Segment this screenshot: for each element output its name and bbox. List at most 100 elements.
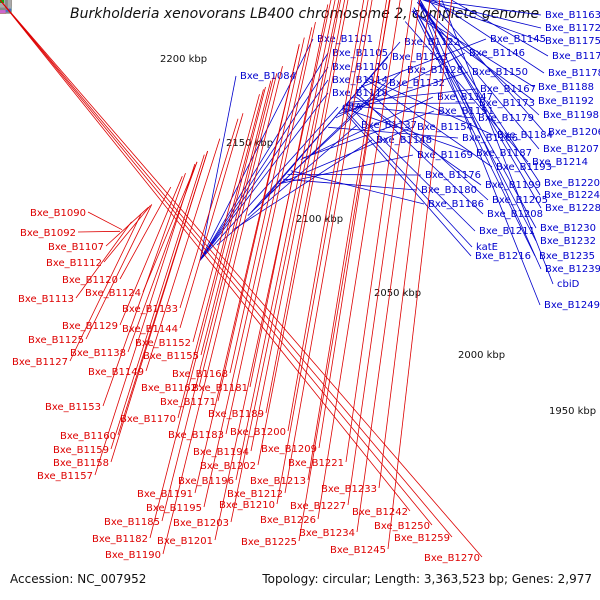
forward-leader-line [199, 38, 314, 261]
forward-leader-line [418, 0, 541, 184]
reverse-leader-line [229, 37, 305, 374]
forward-gene-label: katE [476, 242, 498, 253]
reverse-gene-label: Bxe_B1196 [178, 476, 234, 487]
reverse-gene-label: Bxe_B1170 [120, 414, 176, 425]
forward-leader-line [290, 170, 425, 205]
forward-leader-line [360, 84, 489, 201]
forward-gene-label: Bxe_B1208 [487, 209, 543, 220]
forward-gene-label: Bxe_B1249 [544, 300, 600, 311]
forward-gene-label: Bxe_B1169 [417, 150, 473, 161]
forward-gene-label: Bxe_B1184 [497, 130, 553, 141]
reverse-gene-label: Bxe_B1245 [330, 545, 386, 556]
forward-gene-label: Bxe_B1150 [472, 67, 528, 78]
reverse-leader-line [85, 204, 153, 340]
reverse-leader-line [119, 176, 183, 326]
forward-leader-line [426, 0, 542, 16]
reverse-gene-label: Bxe_B1153 [45, 402, 101, 413]
forward-gene-label: Bxe_B1214 [532, 157, 588, 168]
forward-gene-label: Bxe_B1172 [545, 23, 600, 34]
reverse-leader-line [200, 80, 272, 356]
reverse-gene-label: Bxe_B1120 [62, 275, 118, 286]
forward-gene-label: Bxe_B1151 [438, 106, 494, 117]
reverse-leader-line [105, 206, 149, 247]
forward-gene-label: Bxe_B1198 [543, 110, 599, 121]
reverse-leader-line [347, 0, 421, 506]
forward-gene-label: Bxe_B1167 [480, 84, 536, 95]
forward-gene-label: Bxe_B1180 [421, 185, 477, 196]
reverse-gene-label: Bxe_B1107 [48, 242, 104, 253]
reverse-gene-label: Bxe_B1183 [168, 430, 224, 441]
reverse-leader-line [179, 118, 239, 309]
forward-gene-label: Bxe_B1232 [540, 236, 596, 247]
forward-leader-line [428, 0, 545, 133]
forward-gene-label: Bxe_B1179 [478, 113, 534, 124]
reverse-gene-label: Bxe_B1160 [60, 431, 116, 442]
reverse-gene-label: Bxe_B1250 [374, 521, 430, 532]
reverse-gene-label: Bxe_B1181 [192, 383, 248, 394]
forward-gene-label: Bxe_B1216 [475, 251, 531, 262]
forward-gene-label: Bxe_B1177 [552, 51, 600, 62]
forward-leader-line [366, 77, 494, 136]
reverse-leader-line [145, 138, 221, 372]
reverse-gene-label: Bxe_B1155 [143, 351, 199, 362]
reverse-leader-line [69, 213, 142, 362]
reverse-leader-line [162, 66, 283, 555]
forward-gene-label: Bxe_B1114 [332, 75, 388, 86]
reverse-leader-line [225, 22, 316, 435]
forward-leader-line [199, 106, 339, 261]
reverse-gene-label: Bxe_B1158 [53, 458, 109, 469]
forward-leader-line [419, 0, 542, 270]
reverse-leader-line [250, 0, 341, 452]
forward-leader-line [345, 104, 475, 119]
reverse-leader-line [0, 0, 453, 538]
forward-leader-line [441, 0, 554, 285]
genome-summary-text: Topology: circular; Length: 3,363,523 bp… [262, 572, 592, 586]
reverse-gene-label: Bxe_B1210 [219, 500, 275, 511]
reverse-leader-line [307, 0, 388, 481]
forward-gene-label: Bxe_B1147 [437, 92, 493, 103]
reverse-gene-label: Bxe_B1194 [193, 447, 249, 458]
forward-gene-label: Bxe_B1239 [545, 264, 600, 275]
reverse-gene-label: Bxe_B1125 [28, 335, 84, 346]
reverse-gene-label: Bxe_B1221 [288, 458, 344, 469]
kbp-tick-label: 2200 kbp [160, 54, 207, 65]
reverse-leader-line [214, 0, 332, 541]
forward-leader-line [404, 21, 529, 163]
reverse-gene-label: Bxe_B1112 [46, 258, 102, 269]
forward-gene-label: Bxe_B1146 [469, 48, 525, 59]
forward-leader-line [365, 78, 493, 168]
reverse-leader-line [265, 0, 345, 414]
reverse-gene-label: Bxe_B1226 [260, 515, 316, 526]
forward-gene-label: Bxe_B1105 [332, 48, 388, 59]
forward-gene-label: Bxe_B1192 [538, 96, 594, 107]
reverse-gene-label: Bxe_B1090 [30, 208, 86, 219]
forward-gene-label: Bxe_B1118 [332, 88, 388, 99]
forward-leader-line [278, 154, 414, 185]
forward-leader-line [343, 107, 473, 154]
forward-gene-label: Bxe_B1193 [496, 162, 552, 173]
forward-gene-label: Bxe_B1132 [389, 78, 445, 89]
reverse-leader-line [276, 0, 369, 505]
reverse-leader-line [298, 0, 391, 542]
reverse-leader-line [378, 0, 441, 489]
forward-gene-label: Bxe_B1175 [545, 36, 600, 47]
reverse-leader-line [356, 0, 431, 533]
reverse-gene-label: Bxe_B1209 [261, 444, 317, 455]
forward-gene-label: Bxe_B1206 [548, 127, 600, 138]
forward-gene-label: Bxe_B1187 [476, 148, 532, 159]
forward-gene-label: Bxe_B1163 [545, 10, 600, 21]
reverse-leader-line [161, 77, 274, 522]
forward-leader-line [419, 0, 542, 209]
forward-leader-line [423, 0, 542, 29]
reverse-leader-line [194, 44, 300, 494]
forward-leader-line [422, 0, 542, 42]
reverse-gene-label: Bxe_B1233 [321, 484, 377, 495]
forward-leader-line [355, 92, 484, 215]
reverse-gene-label: Bxe_B1200 [230, 427, 286, 438]
forward-gene-label: Bxe_B1220 [544, 178, 600, 189]
reverse-leader-line [203, 27, 313, 508]
reverse-leader-line [235, 0, 336, 481]
reverse-leader-line [0, 0, 411, 512]
forward-gene-label: Bxe_B1207 [543, 144, 599, 155]
reverse-gene-label: Bxe_B1242 [352, 507, 408, 518]
